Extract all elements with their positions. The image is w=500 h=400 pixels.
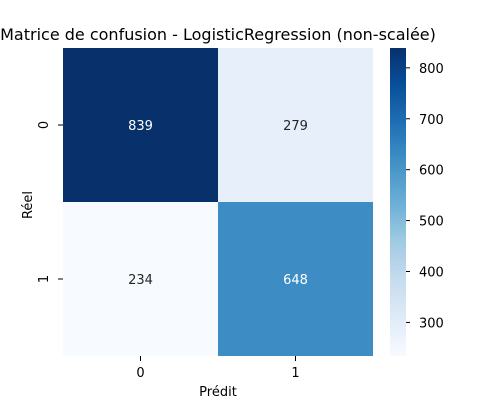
- cell-value-label-1-0: 234: [128, 273, 153, 288]
- x-tick-label-0: 0: [136, 366, 144, 381]
- colorbar: [390, 48, 406, 356]
- colorbar-tick-label-5: 800: [419, 62, 444, 77]
- heatmap-cells: [63, 48, 373, 356]
- heatmap-cell-1-0: [63, 202, 218, 356]
- colorbar-tick-label-1: 400: [419, 265, 444, 280]
- heatmap-cell-0-0: [63, 48, 218, 202]
- x-axis-label: Prédit: [199, 385, 237, 400]
- chart-title: Matrice de confusion - LogisticRegressio…: [0, 25, 436, 44]
- colorbar-ticks: 300 400 500 600 700 800: [406, 62, 444, 331]
- y-tick-label-0: 0: [37, 121, 52, 129]
- colorbar-tick-label-4: 700: [419, 113, 444, 128]
- y-axis-label: Réel: [21, 191, 36, 219]
- cell-value-label-1-1: 648: [283, 273, 308, 288]
- x-tick-label-1: 1: [291, 366, 299, 381]
- colorbar-tick-label-0: 300: [419, 316, 444, 331]
- y-axis: 01: [37, 121, 63, 283]
- heatmap-cell-labels: 839 279 234 648: [128, 119, 308, 288]
- y-tick-label-1: 1: [37, 275, 52, 283]
- heatmap-cell-0-1: [218, 48, 373, 202]
- colorbar-tick-label-2: 500: [419, 215, 444, 230]
- colorbar-tick-label-3: 600: [419, 164, 444, 179]
- cell-value-label-0-1: 279: [283, 119, 308, 134]
- heatmap-cell-1-1: [218, 202, 373, 356]
- cell-value-label-0-0: 839: [128, 119, 153, 134]
